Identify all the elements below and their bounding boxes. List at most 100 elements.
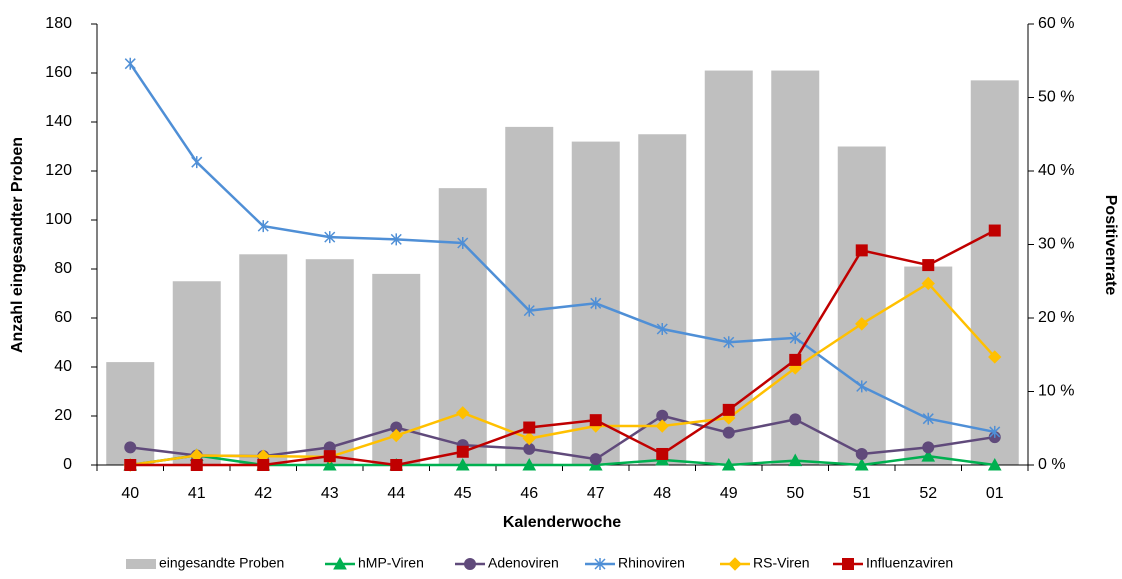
marker xyxy=(788,453,803,467)
line xyxy=(130,414,995,461)
line xyxy=(130,281,996,467)
marker xyxy=(989,425,1001,438)
y2-tick-label: 60 % xyxy=(1038,15,1074,32)
marker xyxy=(988,350,1002,364)
marker xyxy=(457,237,469,250)
marker xyxy=(522,457,537,471)
marker xyxy=(522,431,536,446)
legend-label: Influenzaviren xyxy=(866,555,953,571)
line xyxy=(130,454,995,467)
marker xyxy=(723,336,735,349)
marker xyxy=(656,447,669,460)
marker xyxy=(988,224,1001,237)
x-tick-label: 49 xyxy=(720,485,738,502)
marker xyxy=(190,459,203,471)
x-tick-label: 50 xyxy=(786,485,804,502)
y-tick-label: 40 xyxy=(54,358,72,375)
marker xyxy=(921,449,936,462)
marker xyxy=(789,331,801,344)
marker xyxy=(656,323,668,336)
marker xyxy=(722,403,735,416)
x-tick-label: 46 xyxy=(520,485,538,502)
marker xyxy=(257,459,270,471)
legend-label: RS-Viren xyxy=(753,555,810,571)
line xyxy=(130,229,996,467)
bar xyxy=(305,259,354,465)
x-axis-title: Kalenderwoche xyxy=(503,514,621,531)
bar xyxy=(438,188,487,465)
marker xyxy=(921,276,935,291)
marker xyxy=(323,450,336,463)
legend-marker xyxy=(594,558,606,570)
bar xyxy=(837,146,886,465)
marker xyxy=(922,441,935,454)
marker xyxy=(523,421,536,434)
x-tick-label: 41 xyxy=(188,485,206,502)
marker xyxy=(589,414,602,427)
bar xyxy=(904,266,953,465)
x-tick-label: 51 xyxy=(853,485,871,502)
bar xyxy=(771,70,820,466)
y-axis-title: Anzahl eingesandter Proben xyxy=(9,137,26,353)
marker xyxy=(257,220,269,233)
marker xyxy=(855,317,869,331)
marker xyxy=(854,457,869,471)
legend-marker xyxy=(728,557,742,571)
marker xyxy=(124,57,136,70)
legend-label: Adenoviren xyxy=(488,555,559,571)
y2-tick-label: 10 % xyxy=(1038,383,1074,400)
x-tick-label: 43 xyxy=(321,485,339,502)
y-tick-label: 20 xyxy=(54,407,72,424)
x-tick-label: 42 xyxy=(254,485,272,502)
bar xyxy=(172,281,221,465)
y-tick-label: 120 xyxy=(45,162,72,179)
marker xyxy=(855,447,868,460)
legend-label: eingesandte Proben xyxy=(159,555,284,571)
y-tick-label: 140 xyxy=(45,113,72,130)
marker xyxy=(324,231,336,244)
marker xyxy=(389,428,403,443)
x-tick-label: 47 xyxy=(587,485,605,502)
marker xyxy=(856,380,868,393)
legend-label: Rhinoviren xyxy=(618,555,685,571)
y-tick-label: 180 xyxy=(45,15,72,32)
x-tick-label: 48 xyxy=(653,485,671,502)
legend-label: hMP-Viren xyxy=(358,555,424,571)
legend-marker xyxy=(464,558,476,570)
y2-tick-label: 30 % xyxy=(1038,236,1074,253)
marker xyxy=(124,459,137,471)
marker xyxy=(390,233,402,246)
x-tick-label: 44 xyxy=(387,485,405,502)
marker xyxy=(455,457,470,471)
y2-axis-title: Positivenrate xyxy=(1102,195,1119,296)
bar xyxy=(970,80,1019,465)
legend-swatch xyxy=(126,559,156,569)
marker xyxy=(456,445,469,458)
bar xyxy=(505,126,554,466)
y-tick-label: 100 xyxy=(45,211,72,228)
y-tick-label: 160 xyxy=(45,64,72,81)
marker xyxy=(191,156,203,169)
x-tick-label: 52 xyxy=(919,485,937,502)
marker xyxy=(456,406,470,420)
y-tick-label: 0 xyxy=(63,456,72,473)
marker xyxy=(922,259,935,272)
marker xyxy=(590,297,602,310)
marker xyxy=(721,457,736,471)
marker xyxy=(789,413,802,426)
marker xyxy=(322,457,337,471)
line xyxy=(129,62,995,434)
marker xyxy=(855,244,868,257)
marker xyxy=(655,419,669,433)
legend-marker xyxy=(333,556,347,570)
marker xyxy=(390,459,403,471)
y2-tick-label: 50 % xyxy=(1038,89,1074,106)
marker xyxy=(987,457,1002,471)
y2-tick-label: 40 % xyxy=(1038,162,1074,179)
legend-marker xyxy=(842,558,854,570)
marker xyxy=(922,412,934,425)
y2-tick-label: 0 % xyxy=(1038,456,1066,473)
marker xyxy=(523,304,535,317)
y-tick-label: 80 xyxy=(54,260,72,277)
